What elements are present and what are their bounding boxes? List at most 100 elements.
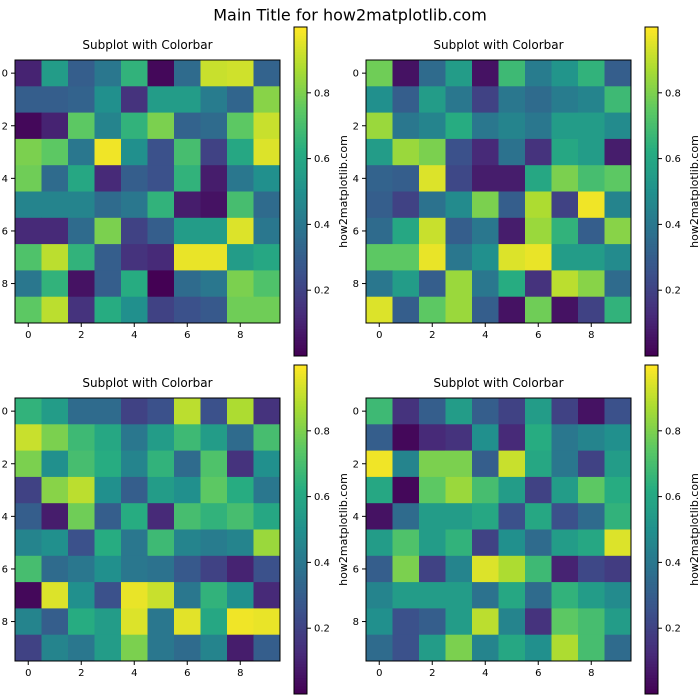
heatmap-cell <box>68 112 95 140</box>
colorbar-segment <box>294 155 307 160</box>
colorbar-segment <box>294 381 307 385</box>
colorbar-segment <box>645 422 658 426</box>
colorbar-segment <box>645 411 658 415</box>
colorbar-segment <box>645 603 658 607</box>
colorbar-segment <box>294 650 307 654</box>
heatmap-cell <box>392 296 420 324</box>
colorbar-segment <box>294 213 307 217</box>
colorbar-segment <box>294 317 307 321</box>
heatmap-cell <box>498 191 526 219</box>
heatmap-cell <box>498 634 526 662</box>
heatmap-cell <box>445 138 473 166</box>
colorbar-segment <box>645 417 658 421</box>
colorbar-tick-label: 0.2 <box>665 286 681 297</box>
heatmap-cell <box>445 450 473 478</box>
heatmap-cell <box>366 138 393 166</box>
colorbar-segment <box>645 688 658 692</box>
heatmap-cell <box>392 270 420 298</box>
colorbar-segment <box>294 430 307 435</box>
heatmap-cell <box>472 217 499 245</box>
heatmap-cell <box>392 60 420 87</box>
heatmap-cell <box>419 450 446 478</box>
heatmap-cells <box>366 60 632 324</box>
heatmap-cell <box>121 634 148 662</box>
colorbar-label: how2matplotlib.com <box>688 473 700 586</box>
heatmap-cell <box>68 503 95 530</box>
colorbar-segment <box>645 210 658 214</box>
heatmap-cell <box>498 86 526 113</box>
heatmap-cell <box>392 138 420 166</box>
heatmap-cell <box>604 138 632 166</box>
colorbar-segment <box>645 35 658 39</box>
heatmap-cell <box>366 112 393 140</box>
colorbar-segment <box>294 548 307 552</box>
colorbar-segment <box>645 466 658 470</box>
colorbar-segment <box>294 128 307 132</box>
heatmap-cell <box>578 450 605 478</box>
colorbar-segment <box>645 103 658 108</box>
colorbar-segment <box>645 419 658 424</box>
colorbar-segment <box>645 507 658 511</box>
heatmap-cell <box>366 503 393 530</box>
colorbar-segment <box>294 444 307 448</box>
heatmap-cell <box>147 244 175 271</box>
colorbar-segment <box>645 641 658 646</box>
heatmap-cell <box>498 244 526 271</box>
colorbar-segment <box>645 257 658 261</box>
heatmap-cell <box>174 424 201 451</box>
colorbar-segment <box>645 370 658 374</box>
colorbar-segment <box>294 273 307 277</box>
colorbar-segment <box>294 365 307 369</box>
colorbar-segment <box>294 622 307 626</box>
heatmap-cell <box>578 503 605 530</box>
heatmap-cell <box>68 555 95 583</box>
colorbar-segment <box>645 510 658 514</box>
heatmap-cell <box>419 86 446 113</box>
colorbar-segment <box>645 106 658 110</box>
colorbar-segment <box>294 292 307 297</box>
heatmap-cell <box>174 555 201 583</box>
colorbar-segment <box>645 232 658 236</box>
heatmap-cell <box>498 296 526 324</box>
colorbar-segment <box>645 295 658 299</box>
colorbar-segment <box>645 609 658 613</box>
colorbar-segment <box>294 62 307 66</box>
heatmap-cell <box>147 450 175 478</box>
colorbar-segment <box>294 161 307 165</box>
colorbar-segment <box>645 652 658 657</box>
colorbar-segment <box>645 46 658 50</box>
colorbar-segment <box>294 463 307 467</box>
colorbar-tick-label: 0.4 <box>665 220 681 231</box>
colorbar-segment <box>294 37 307 42</box>
colorbar-segment <box>645 260 658 264</box>
colorbar-segment <box>645 235 658 239</box>
colorbar-segment <box>645 524 658 528</box>
heatmap-cell <box>147 634 175 662</box>
colorbar-segment <box>294 545 307 550</box>
colorbar-segment <box>645 463 658 467</box>
heatmap-cell <box>68 60 95 87</box>
colorbar-segment <box>645 317 658 321</box>
colorbar-segment <box>294 336 307 341</box>
colorbar-segment <box>645 403 658 407</box>
heatmap-cell <box>200 582 228 609</box>
x-tick-label: 6 <box>184 668 190 679</box>
colorbar-frame <box>293 26 308 357</box>
colorbar-segment <box>294 570 307 574</box>
heatmap-cell <box>551 476 579 504</box>
heatmap-cell <box>68 191 95 219</box>
heatmap-cell <box>445 270 473 298</box>
heatmap-cell <box>498 582 526 609</box>
y-tick-label: 4 <box>2 512 8 523</box>
colorbar-segment <box>645 328 658 332</box>
colorbar-segment <box>294 314 307 319</box>
heatmap-cell <box>578 86 605 113</box>
colorbar-segment <box>294 65 307 69</box>
heatmap-cell <box>227 138 254 166</box>
colorbar-segment <box>645 68 658 72</box>
colorbar-segment <box>645 551 658 555</box>
colorbar-frame <box>644 364 659 695</box>
colorbar-segment <box>645 131 658 135</box>
colorbar-segment <box>645 218 658 223</box>
colorbar-segment <box>294 389 307 393</box>
